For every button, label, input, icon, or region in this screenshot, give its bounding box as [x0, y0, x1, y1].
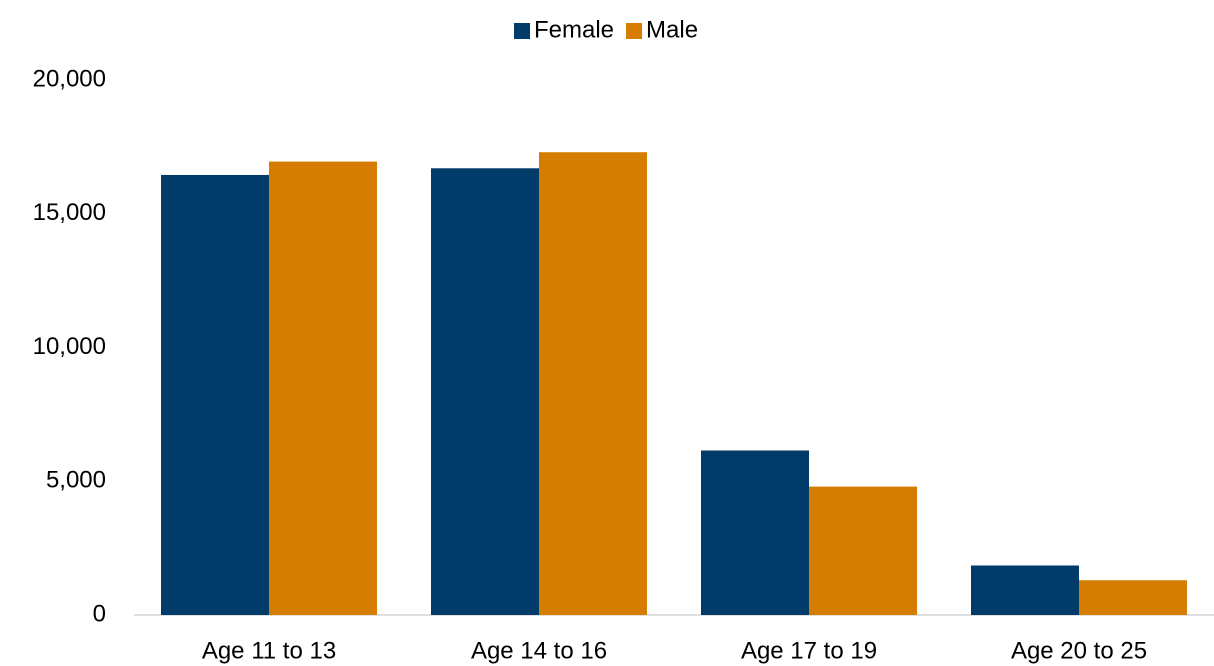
x-tick-label: Age 20 to 25	[1011, 637, 1147, 664]
x-tick-label: Age 11 to 13	[202, 637, 336, 664]
bar	[1079, 580, 1187, 615]
y-tick-label: 15,000	[33, 199, 106, 226]
x-tick-label: Age 14 to 16	[471, 637, 607, 664]
y-tick-label: 20,000	[33, 65, 106, 92]
y-tick-label: 5,000	[46, 467, 106, 494]
bar	[269, 161, 377, 615]
legend-swatch	[626, 23, 643, 39]
bar	[161, 174, 269, 615]
legend-swatch	[514, 23, 530, 39]
bar	[701, 450, 809, 615]
bar	[809, 486, 917, 615]
y-tick-label: 0	[93, 600, 106, 627]
legend-label: Male	[646, 16, 698, 43]
legend-label: Female	[534, 16, 614, 43]
x-tick-label: Age 17 to 19	[741, 637, 877, 664]
bar	[539, 152, 647, 615]
bar	[431, 168, 539, 615]
y-tick-label: 10,000	[33, 333, 106, 360]
bar	[971, 565, 1079, 615]
